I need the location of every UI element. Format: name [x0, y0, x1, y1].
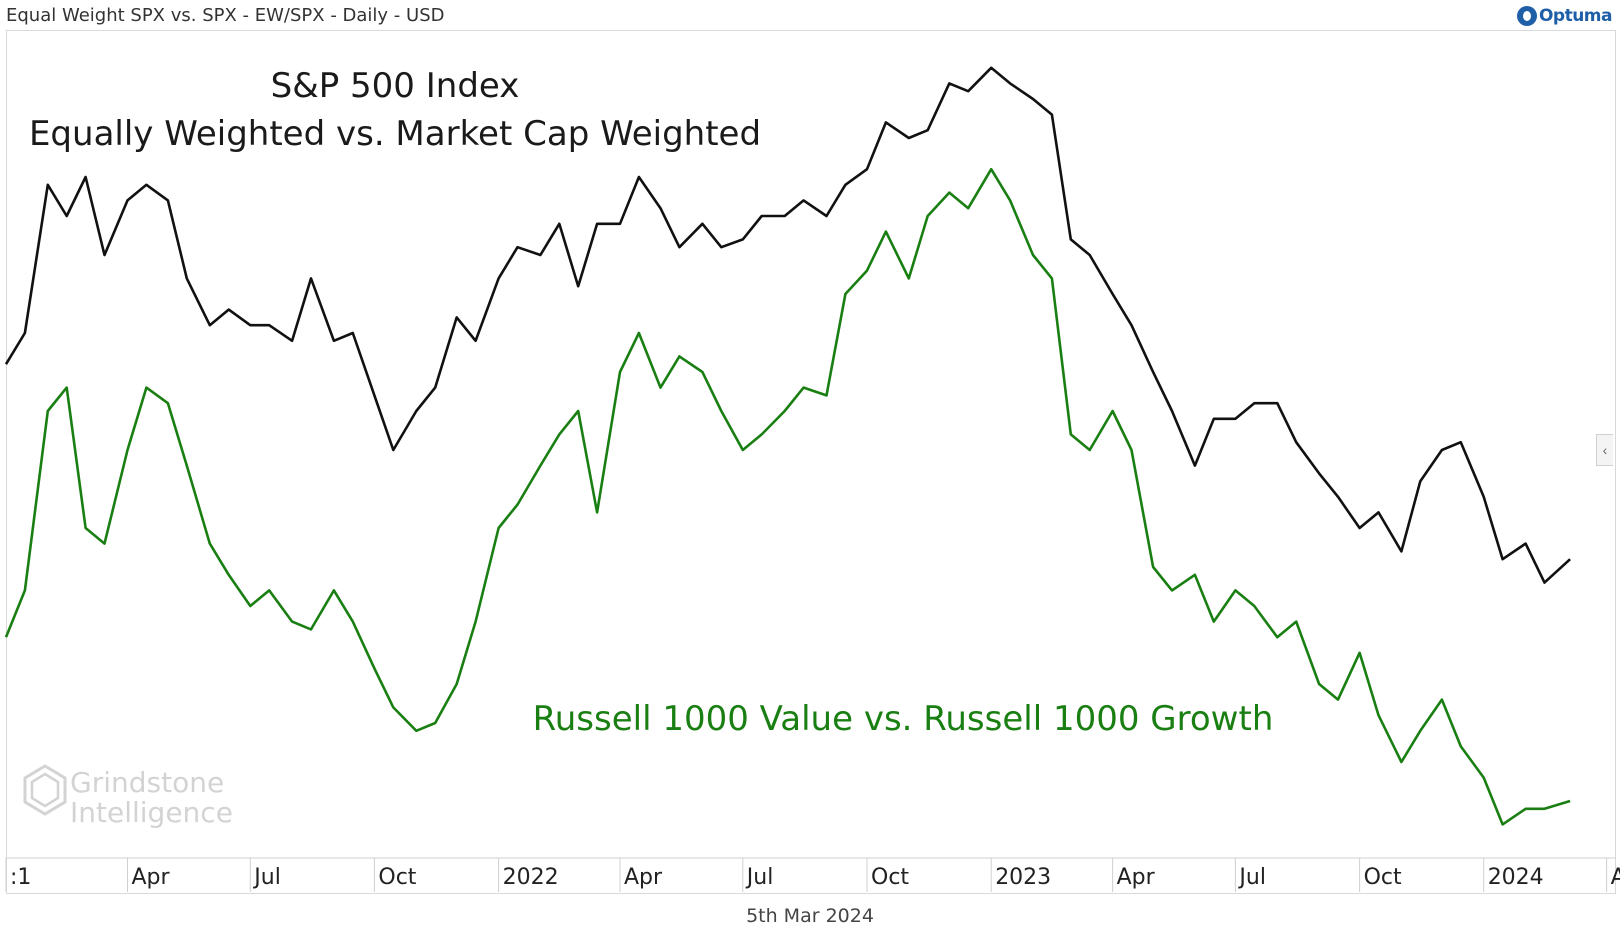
- x-tick-label-8: Oct: [871, 865, 909, 890]
- x-tick-label-11: Jul: [1237, 865, 1266, 890]
- x-tick-label-14: Ap: [1611, 865, 1620, 890]
- optuma-logo-text: Optuma: [1538, 6, 1613, 26]
- x-tick-label-5: 2022: [503, 865, 559, 890]
- x-tick-label-12: Oct: [1364, 865, 1402, 890]
- optuma-logo-icon: [1516, 6, 1537, 26]
- watermark-line2: Intelligence: [70, 796, 233, 829]
- x-tick-label-1: :1: [10, 865, 31, 890]
- x-tick-label-2: Apr: [132, 865, 171, 890]
- x-tick-label-7: Jul: [745, 865, 774, 890]
- x-tick-label-13: 2024: [1488, 865, 1544, 890]
- hexagon-g-icon: [23, 764, 67, 816]
- side-panel-toggle[interactable]: ‹: [1596, 434, 1613, 466]
- x-tick-label-9: 2023: [995, 865, 1051, 890]
- plot-frame: [6, 30, 1616, 894]
- x-tick-label-4: Oct: [378, 865, 416, 890]
- chart-header-title: Equal Weight SPX vs. SPX - EW/SPX - Dail…: [6, 5, 445, 26]
- chart-annotation-3: Russell 1000 Value vs. Russell 1000 Grow…: [533, 699, 1274, 739]
- x-tick-label-10: Apr: [1117, 865, 1156, 890]
- x-axis: :1 Apr Jul Oct 2022 Apr Jul Oct 2023 Apr Jul Oct 202…: [5, 857, 1620, 892]
- chevron-left-icon: ‹: [1602, 442, 1608, 458]
- chart-annotation-1: S&P 500 Index: [271, 66, 520, 106]
- watermark-line1: Grindstone: [70, 766, 225, 799]
- footer-date: 5th Mar 2024: [746, 905, 874, 927]
- x-tick-label-3: Jul: [252, 865, 281, 890]
- watermark: Grindstone Intelligence: [22, 762, 233, 832]
- series-line-1: [4, 66, 1571, 584]
- optuma-logo: Optuma: [1516, 4, 1613, 28]
- series-layer: [4, 66, 1571, 826]
- series-line-2: [4, 167, 1571, 826]
- chart-annotation-2: Equally Weighted vs. Market Cap Weighted: [29, 114, 761, 154]
- annotation-layer: S&P 500 Index Equally Weighted vs. Market…: [29, 66, 1273, 739]
- x-tick-label-6: Apr: [624, 865, 663, 890]
